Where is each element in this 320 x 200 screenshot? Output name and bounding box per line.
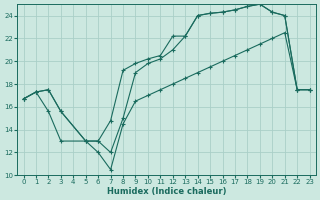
X-axis label: Humidex (Indice chaleur): Humidex (Indice chaleur) [107, 187, 226, 196]
